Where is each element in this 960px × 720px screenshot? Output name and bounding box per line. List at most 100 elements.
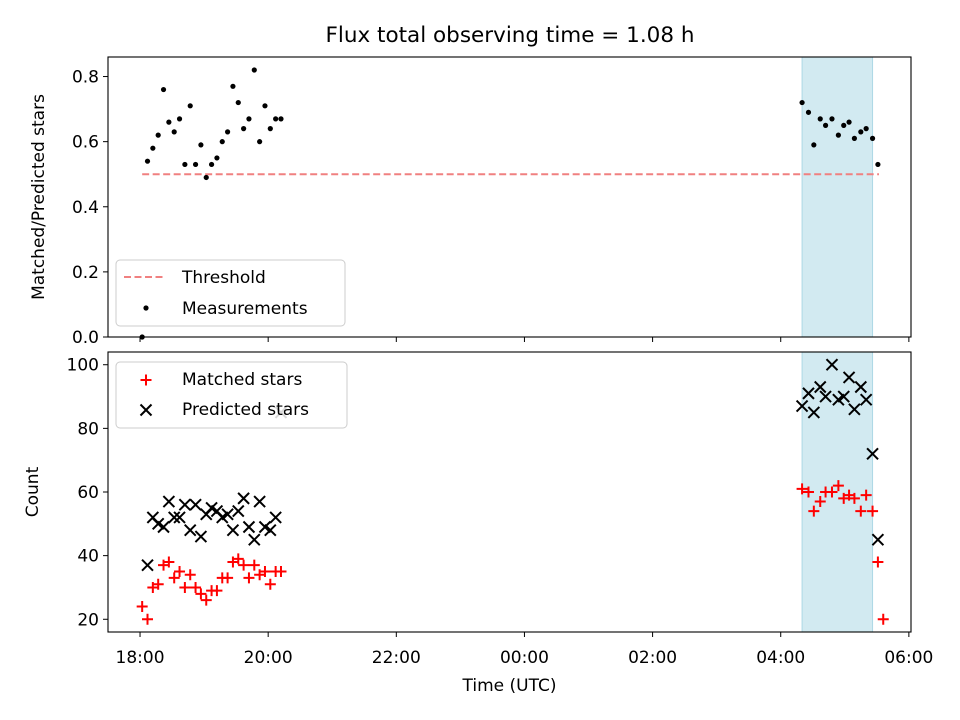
measurement-point: [273, 116, 279, 122]
measurement-point: [203, 174, 209, 181]
predicted-star-point: [825, 358, 839, 371]
measurement-point: [799, 99, 805, 106]
ratio-legend: Threshold Measurements: [115, 259, 346, 327]
measurement-point: [835, 132, 841, 138]
legend-box: [115, 259, 346, 327]
matched-star-point: [222, 572, 234, 584]
measurement-point: [160, 86, 167, 93]
matched-star-point: [872, 556, 884, 568]
matched-star-point: [142, 613, 154, 625]
measurement-point: [846, 119, 852, 125]
predicted-star-point: [802, 387, 815, 400]
predicted-star-point: [814, 380, 827, 394]
measurement-point: [869, 135, 876, 141]
measurement-point: [235, 99, 241, 106]
y-tick-label: 0.0: [72, 328, 99, 348]
predicted-star-point: [837, 390, 850, 403]
matched-star-point: [136, 601, 148, 613]
matched-star-point: [259, 566, 271, 578]
measurement-point: [257, 139, 263, 145]
y-tick-label: 0.4: [72, 198, 99, 218]
predicted-star-point: [854, 380, 868, 394]
predicted-star-point: [167, 511, 181, 524]
measurement-point: [198, 142, 204, 148]
measurement-point: [829, 116, 835, 122]
y-tick-label: 100: [67, 356, 99, 376]
matched-star-point: [211, 585, 223, 597]
measurement-point: [822, 122, 829, 128]
matched-star-point: [814, 496, 826, 508]
y-axis-label: Matched/Predicted stars: [29, 94, 49, 300]
y-tick-label: 20: [77, 610, 99, 630]
count-legend: Matched stars Predicted stars: [115, 361, 348, 429]
predicted-legend-swatch: [139, 403, 153, 417]
measurement-point: [817, 116, 823, 122]
measurement-point: [246, 116, 252, 122]
matched-star-point: [264, 578, 276, 590]
measurement-point: [150, 145, 156, 151]
matched-star-point: [860, 489, 872, 501]
predicted-star-point: [162, 495, 176, 508]
observing-window-span: [801, 56, 874, 338]
predicted-star-point: [859, 393, 873, 406]
measurement-point: [851, 135, 858, 141]
predicted-star-point: [819, 390, 832, 403]
predicted-star-point: [237, 492, 250, 505]
measurement-point: [858, 129, 864, 135]
matched-star-point: [174, 566, 186, 578]
legend-label-measurements: Measurements: [182, 299, 308, 319]
matched-star-point: [275, 566, 287, 578]
measurement-point: [144, 158, 151, 164]
matched-star-point: [796, 483, 808, 495]
matched-star-point: [243, 572, 255, 584]
predicted-star-point: [157, 520, 170, 534]
matched-star-point: [867, 505, 879, 517]
x-tick-label: 06:00: [884, 648, 933, 668]
measurement-point: [241, 126, 247, 132]
measurement-point: [805, 109, 812, 115]
predicted-star-point: [264, 523, 277, 537]
measurement-point: [841, 122, 847, 128]
predicted-star-point: [242, 520, 256, 534]
predicted-star-point: [178, 498, 192, 511]
measurement-point: [192, 161, 199, 168]
ratio-axes-frame: [107, 56, 912, 338]
matched-star-point: [163, 556, 175, 568]
measurement-legend-swatch: [143, 305, 149, 311]
x-tick-label: 00:00: [500, 648, 549, 668]
matched-star-point: [200, 594, 212, 606]
x-tick-label: 02:00: [628, 648, 677, 668]
matched-star-point: [802, 486, 814, 498]
predicted-star-point: [253, 495, 266, 508]
measurement-point: [182, 161, 188, 168]
measurement-point: [230, 83, 236, 89]
predicted-star-point: [871, 533, 885, 546]
measurement-point: [166, 119, 172, 125]
predicted-star-point: [221, 508, 234, 521]
y-tick-label: 0.2: [72, 263, 99, 283]
y-tick-label: 80: [77, 419, 99, 439]
x-axis-label: Time (UTC): [462, 676, 557, 696]
y-tick-label: 40: [77, 547, 99, 567]
matched-star-point: [855, 505, 867, 517]
matched-star-point: [195, 588, 207, 600]
predicted-star-point: [184, 523, 197, 537]
predicted-star-point: [866, 447, 879, 461]
measurement-point: [267, 126, 273, 132]
predicted-star-point: [226, 523, 240, 537]
count-panel: 20 40 60 80 100 18:00 20:00 22:00 00:00 02:00 04:0…: [23, 352, 933, 696]
matched-star-point: [184, 569, 196, 581]
legend-label-predicted: Predicted stars: [182, 400, 309, 420]
predicted-star-point: [141, 558, 154, 572]
predicted-star-point: [194, 530, 208, 543]
y-tick-label: 0.6: [72, 133, 99, 153]
measurement-point: [863, 126, 869, 132]
x-tick-label: 22:00: [372, 648, 421, 668]
matched-star-point: [238, 559, 250, 571]
predicted-star-point: [807, 406, 821, 419]
matched-star-point: [248, 559, 260, 571]
matched-star-point: [848, 492, 860, 504]
matched-star-point: [808, 505, 820, 517]
measurement-point: [219, 139, 225, 145]
